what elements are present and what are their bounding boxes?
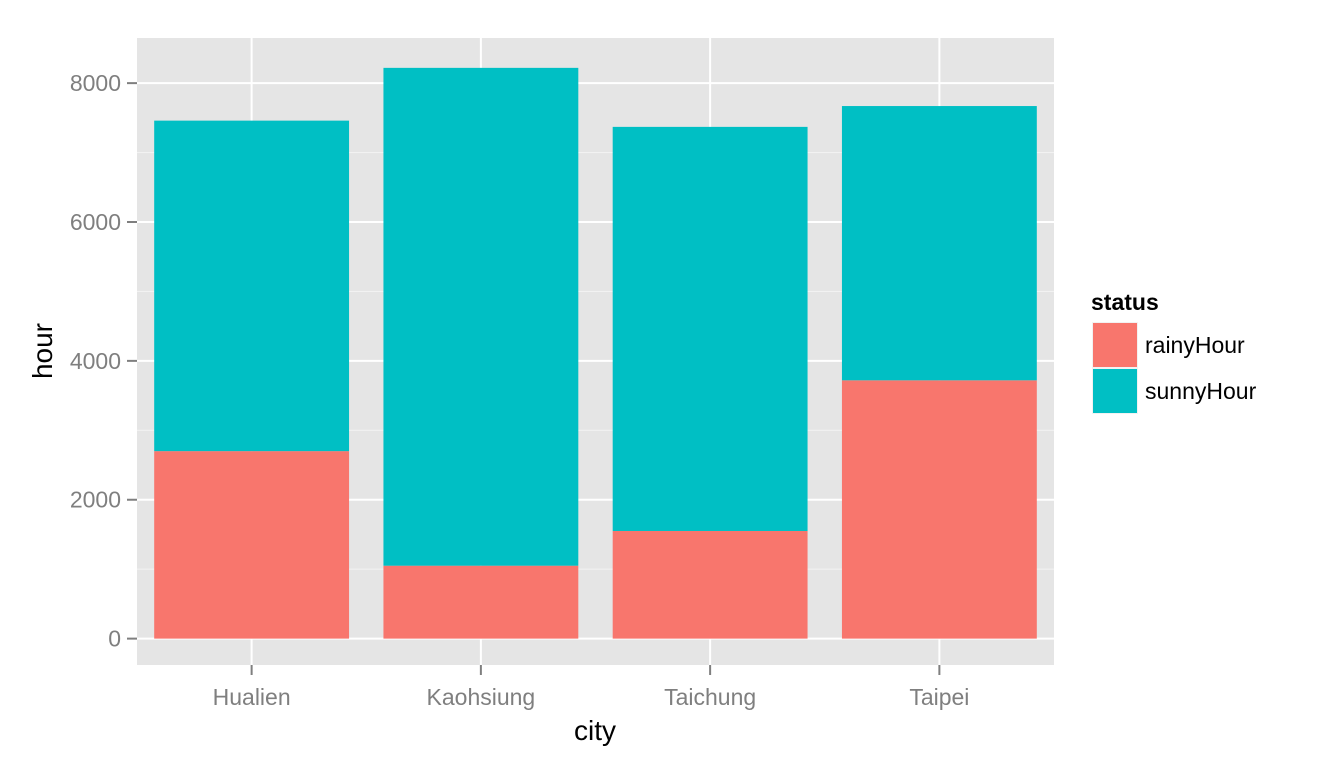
bar-rainyHour-Kaohsiung: [383, 565, 579, 639]
bars: [154, 67, 1037, 639]
legend: status rainyHour sunnyHour: [1091, 289, 1257, 414]
legend-label-rainyHour: rainyHour: [1145, 332, 1245, 358]
bar-sunnyHour-Taichung: [612, 126, 808, 531]
x-tick-label: Kaohsiung: [427, 684, 536, 710]
y-axis: 0 2000 4000 6000 8000: [70, 70, 137, 652]
x-tick-label: Taipei: [909, 684, 969, 710]
legend-label-sunnyHour: sunnyHour: [1145, 378, 1257, 404]
y-tick-label: 6000: [70, 209, 121, 235]
x-axis-title: city: [574, 715, 616, 746]
bar-sunnyHour-Taipei: [841, 106, 1037, 381]
legend-title: status: [1091, 289, 1159, 315]
y-axis-title: hour: [27, 323, 58, 379]
bar-sunnyHour-Kaohsiung: [383, 67, 579, 566]
bar-sunnyHour-Hualien: [154, 120, 350, 452]
y-tick-label: 8000: [70, 70, 121, 96]
x-axis: Hualien Kaohsiung Taichung Taipei: [213, 665, 969, 710]
bar-rainyHour-Taichung: [612, 530, 808, 639]
y-tick-label: 4000: [70, 348, 121, 374]
y-tick-label: 2000: [70, 487, 121, 513]
bar-rainyHour-Taipei: [841, 380, 1037, 639]
x-tick-label: Hualien: [213, 684, 291, 710]
bar-rainyHour-Hualien: [154, 451, 350, 639]
legend-swatch-sunnyHour: [1093, 369, 1137, 413]
x-tick-label: Taichung: [664, 684, 756, 710]
y-tick-label: 0: [108, 626, 121, 652]
legend-swatch-rainyHour: [1093, 323, 1137, 367]
